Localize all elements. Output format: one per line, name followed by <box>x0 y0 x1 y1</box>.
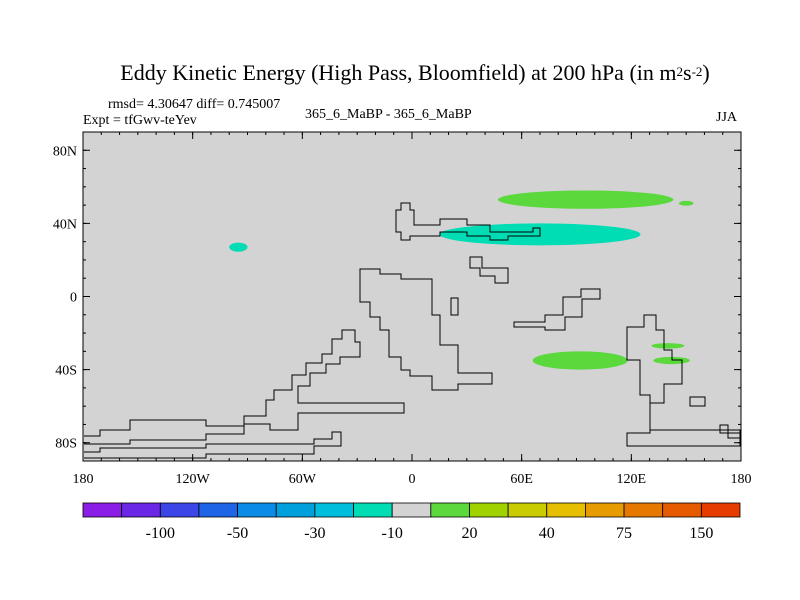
coastline-africa <box>359 268 493 391</box>
colorbar-label: 150 <box>689 525 713 542</box>
colorbar-box <box>159 502 200 518</box>
x-axis: 180 120W 60W 0 60E 120E 180 <box>73 132 752 487</box>
colorbar-box <box>391 502 432 518</box>
region-green-spot-south-east <box>651 343 685 349</box>
x-tick-label: 180 <box>73 472 94 487</box>
colorbar-label: 40 <box>539 525 555 542</box>
colorbar-label: 75 <box>616 525 632 542</box>
colorbar-box <box>469 502 509 518</box>
x-tick-label: 0 <box>409 472 416 487</box>
colorbar-box <box>430 502 470 518</box>
coastline-new-zealand <box>689 396 706 407</box>
colorbar-label: -30 <box>304 525 325 542</box>
y-tick-label: 80N <box>53 144 77 159</box>
rmsd-diff-label: rmsd= 4.30647 diff= 0.745007 <box>108 97 281 112</box>
colorbar-box <box>507 502 548 518</box>
y-tick-label: 80S <box>55 437 77 452</box>
center-label: 365_6_MaBP - 365_6_MaBP <box>305 107 472 122</box>
x-tick-label: 180 <box>731 472 752 487</box>
coastline-arabia <box>469 256 509 284</box>
colorbar-box <box>623 502 664 518</box>
y-axis: 80N 40N 0 40S 80S <box>53 131 741 462</box>
region-green-dot-north <box>678 200 694 206</box>
x-tick-label: 120E <box>617 472 647 487</box>
colorbar-box <box>82 502 123 518</box>
colorbar-box <box>275 502 316 518</box>
x-tick-label: 60E <box>510 472 533 487</box>
x-tick-label: 120W <box>176 472 211 487</box>
chart-title: Eddy Kinetic Energy (High Pass, Bloomfie… <box>120 60 710 85</box>
region-green-band-south <box>532 351 628 370</box>
colorbar: -100 -50 -30 -10 20 40 75 150 <box>82 502 741 542</box>
colorbar-box <box>121 502 161 518</box>
colorbar-label: -10 <box>382 525 403 542</box>
colorbar-box <box>585 502 625 518</box>
colorbar-label: 20 <box>461 525 477 542</box>
season-label: JJA <box>716 110 738 125</box>
colorbar-box <box>662 502 702 518</box>
plot-background <box>83 132 741 461</box>
coastline-antarctic-peninsula <box>84 431 342 459</box>
experiment-label: Expt = tfGwv-teYev <box>83 113 197 128</box>
coastline-americas <box>84 329 405 445</box>
colorbar-box <box>700 502 741 518</box>
region-green-band-north <box>497 190 674 209</box>
colorbar-box <box>198 502 238 518</box>
coastline-eurasia <box>395 202 541 241</box>
coastline-australia <box>626 314 741 447</box>
colorbar-label: -50 <box>227 525 248 542</box>
colorbar-box <box>546 502 586 518</box>
region-cyan-spot-pacific <box>229 242 248 252</box>
coastline-southeast-asia <box>513 288 601 331</box>
colorbar-box <box>314 502 354 518</box>
y-tick-label: 40N <box>53 217 77 232</box>
x-tick-label: 60W <box>289 472 317 487</box>
y-tick-label: 40S <box>55 364 77 379</box>
colorbar-box <box>353 502 393 518</box>
coastline-india <box>450 297 459 316</box>
y-tick-label: 0 <box>70 291 77 306</box>
colorbar-label: -100 <box>146 525 175 542</box>
colorbar-box <box>237 502 277 518</box>
